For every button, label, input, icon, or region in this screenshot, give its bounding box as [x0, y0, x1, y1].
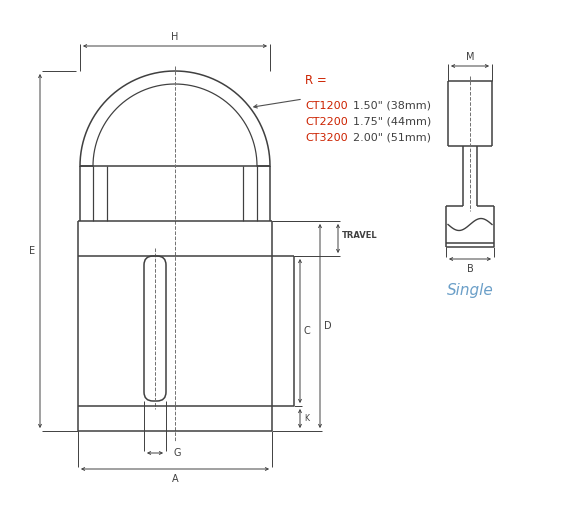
Text: CT2200: CT2200 [305, 117, 348, 127]
Text: K: K [304, 414, 309, 423]
Text: 2.00" (51mm): 2.00" (51mm) [353, 133, 431, 143]
Text: TRAVEL: TRAVEL [342, 231, 377, 240]
Text: CT1200: CT1200 [305, 101, 348, 111]
Text: C: C [304, 326, 311, 336]
Text: R =: R = [305, 74, 327, 87]
Text: CT3200: CT3200 [305, 133, 348, 143]
Text: E: E [29, 246, 35, 256]
Text: H: H [171, 32, 179, 42]
Text: D: D [324, 321, 332, 331]
Text: 1.75" (44mm): 1.75" (44mm) [353, 117, 431, 127]
Text: 1.50" (38mm): 1.50" (38mm) [353, 101, 431, 111]
Text: A: A [172, 474, 178, 484]
Text: G: G [174, 448, 182, 458]
Text: M: M [466, 52, 475, 62]
Text: Single: Single [447, 283, 493, 298]
Text: B: B [467, 264, 473, 274]
